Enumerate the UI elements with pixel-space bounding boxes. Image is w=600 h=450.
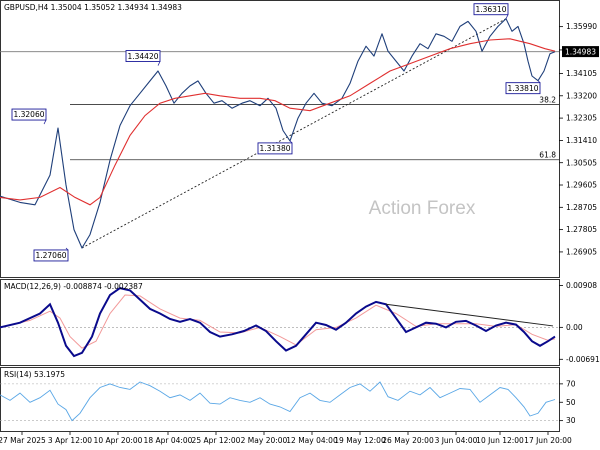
price-annotation: 1.31380 <box>257 140 293 155</box>
rsi-y-axis: 70 50 30 <box>559 379 576 425</box>
current-price-box <box>562 46 599 58</box>
fib-level-label: 38.2 <box>539 95 556 104</box>
rsi-y-tick-label: 70 <box>566 379 576 388</box>
x-tick-label: 2 May 20:00 <box>241 436 288 445</box>
price-annotation-pointer <box>289 140 293 144</box>
main-y-tick-label: 1.28705 <box>566 203 597 212</box>
price-annotation-label: 1.27060 <box>35 251 66 260</box>
price-annotation: 1.36310 <box>473 3 509 19</box>
main-y-tick-label: 1.33200 <box>566 91 597 100</box>
price-series <box>0 18 556 249</box>
price-annotation-box <box>505 82 541 95</box>
x-axis: 27 Mar 2025 3 Apr 12:00 10 Apr 20:00 18 Apr… <box>0 432 572 445</box>
price-annotations: 1.36310 1.34420 1.32060 1.31380 1.27060 1.338… <box>11 3 541 262</box>
price-annotation-box <box>125 50 161 63</box>
price-annotation-label: 1.31380 <box>259 144 290 153</box>
main-title: GBPUSD,H4 1.35004 1.35052 1.34934 1.3498… <box>4 3 182 12</box>
price-annotation-pointer <box>43 119 47 125</box>
price-annotation-box <box>257 142 293 155</box>
main-y-axis: 1.359901.350501.341051.332001.323051.314… <box>559 22 597 257</box>
x-tick-label: 19 May 12:00 <box>334 436 386 445</box>
macd-y-tick-label: -0.006915 <box>566 355 600 364</box>
price-annotation-box <box>33 249 69 262</box>
price-annotation-label: 1.34420 <box>127 52 158 61</box>
price-annotation-box <box>473 3 509 16</box>
rsi-panel-frame <box>0 367 560 432</box>
price-annotation: 1.27060 <box>33 247 69 262</box>
macd-panel: 0.00908 0.00 -0.006915 MACD(12,26,9) -0.00… <box>0 279 600 366</box>
rsi-series <box>0 381 559 422</box>
rsi-title: RSI(14) 53.1975 <box>4 370 65 379</box>
fib-levels: 38.2 61.8 <box>0 51 559 161</box>
price-line <box>0 18 556 249</box>
main-panel: 1.359901.350501.341051.332001.323051.314… <box>0 0 599 278</box>
main-y-tick-label: 1.32305 <box>566 114 597 123</box>
price-annotation-label: 1.33810 <box>507 84 538 93</box>
price-annotation-pointer <box>65 247 69 251</box>
main-y-tick-label: 1.30505 <box>566 158 597 167</box>
macd-y-tick-label: 0.00 <box>566 323 583 332</box>
macd-title: MACD(12,26,9) -0.008874 -0.002387 <box>4 282 143 291</box>
x-tick-label: 3 Apr 12:00 <box>48 436 92 445</box>
main-y-tick-label: 1.31410 <box>566 136 597 145</box>
macd-y-tick-label: 0.00908 <box>566 281 597 290</box>
watermark: Action Forex <box>369 198 476 219</box>
x-tick-label: 27 Mar 2025 <box>0 436 46 445</box>
main-y-tick-label: 1.29605 <box>566 181 597 190</box>
macd-y-axis: 0.00908 0.00 -0.006915 <box>559 281 600 364</box>
price-annotation: 1.34420 <box>125 50 161 66</box>
price-annotation: 1.32060 <box>11 108 47 125</box>
price-annotation-pointer <box>505 14 509 19</box>
price-annotation-label: 1.36310 <box>475 5 506 14</box>
main-panel-frame <box>0 0 560 278</box>
main-y-tick-label: 1.27805 <box>566 225 597 234</box>
macd-series <box>0 287 559 358</box>
main-y-tick-label: 1.26905 <box>566 248 597 257</box>
rsi-y-tick-label: 50 <box>566 398 576 407</box>
macd-line <box>0 287 556 358</box>
x-tick-label: 10 Apr 20:00 <box>94 436 143 445</box>
rsi-line <box>0 381 556 422</box>
price-annotation-pointer <box>157 61 161 66</box>
fib-level-label: 61.8 <box>539 151 556 160</box>
x-tick-label: 17 Jun 20:00 <box>524 436 572 445</box>
price-annotation-label: 1.32060 <box>13 110 44 119</box>
x-tick-label: 25 Apr 12:00 <box>192 436 241 445</box>
x-tick-label: 12 May 04:00 <box>286 436 338 445</box>
current-price-tag: 1.34983 <box>562 46 599 58</box>
x-tick-label: 18 Apr 04:00 <box>144 436 193 445</box>
macd-panel-frame <box>0 279 560 366</box>
price-annotation: 1.33810 <box>505 80 541 95</box>
x-tick-label: 26 May 20:00 <box>382 436 434 445</box>
current-price-label: 1.34983 <box>565 47 596 56</box>
price-annotation-pointer <box>537 80 541 83</box>
main-y-tick-label: 1.35990 <box>566 22 597 31</box>
rsi-panel: 70 50 30 RSI(14) 53.1975 <box>0 367 576 432</box>
main-y-tick-label: 1.34105 <box>566 69 597 78</box>
moving-average-line <box>0 38 556 206</box>
x-tick-label: 3 Jun 04:00 <box>435 436 478 445</box>
support-trendline <box>81 18 507 249</box>
rsi-y-tick-label: 30 <box>566 416 576 425</box>
price-annotation-box <box>11 108 47 121</box>
x-tick-label: 10 Jun 12:00 <box>476 436 524 445</box>
macd-divergence-line <box>385 303 554 327</box>
